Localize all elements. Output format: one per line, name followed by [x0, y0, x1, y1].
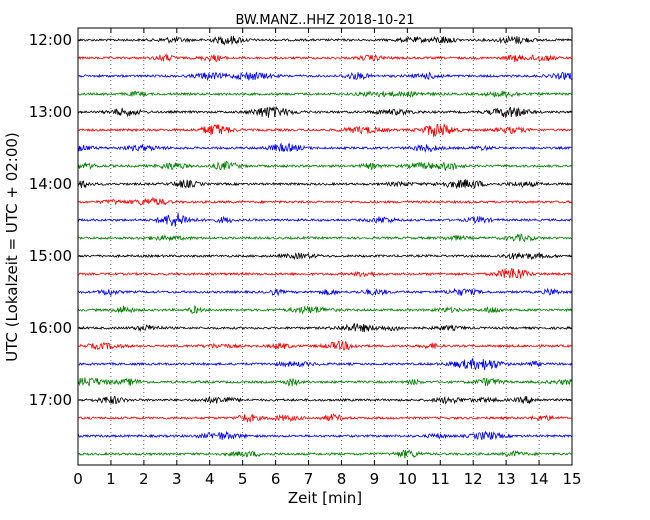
x-axis-label: Zeit [min]: [288, 489, 362, 507]
x-tick-label: 3: [172, 470, 182, 488]
trace-1515: [77, 267, 572, 279]
trace-1545: [77, 304, 572, 315]
trace-1715: [77, 413, 572, 423]
x-axis: 0 1 2 3 4 5 6 7 8 9 10 11 12 13 14 15: [73, 28, 582, 488]
trace-1445: [77, 233, 572, 243]
x-tick-label: 0: [73, 470, 83, 488]
x-tick-label: 4: [205, 470, 215, 488]
plot-frame: [77, 27, 573, 466]
x-tick-label: 10: [398, 470, 417, 488]
trace-1200: [77, 34, 572, 46]
x-tick-label: 9: [370, 470, 380, 488]
y-tick-label: 15:00: [29, 247, 72, 265]
trace-1630: [77, 357, 572, 371]
y-tick-label: 16:00: [29, 319, 72, 337]
x-tick-label: 11: [431, 470, 450, 488]
x-tick-label: 8: [337, 470, 347, 488]
trace-1215: [77, 53, 572, 63]
x-tick-label: 7: [304, 470, 314, 488]
x-tick-label: 15: [562, 470, 581, 488]
trace-1600: [77, 323, 572, 333]
x-tick-label: 5: [238, 470, 248, 488]
trace-1730: [77, 430, 572, 441]
y-axis: 12:00 13:00 14:00 15:00 16:00 17:00: [29, 31, 572, 409]
trace-1345: [77, 160, 572, 172]
x-tick-label: 1: [106, 470, 116, 488]
y-tick-label: 14:00: [29, 175, 72, 193]
trace-1700: [77, 396, 572, 405]
x-tick-label: 6: [271, 470, 281, 488]
chart-title: BW.MANZ..HHZ 2018-10-21: [235, 13, 414, 28]
trace-1300: [77, 106, 572, 119]
x-tick-label: 13: [497, 470, 516, 488]
trace-1615: [77, 340, 572, 351]
traces-layer: [77, 34, 572, 459]
x-tick-label: 14: [530, 470, 549, 488]
y-axis-label: UTC (Lokalzeit = UTC + 02:00): [3, 132, 21, 362]
trace-1330: [77, 142, 572, 153]
y-tick-label: 13:00: [29, 103, 72, 121]
trace-1400: [77, 179, 572, 190]
x-tick-label: 2: [139, 470, 149, 488]
trace-1245: [77, 90, 572, 99]
trace-1315: [77, 123, 572, 137]
y-tick-label: 17:00: [29, 391, 72, 409]
trace-1415: [77, 196, 572, 206]
trace-1645: [77, 377, 572, 387]
trace-1500: [77, 252, 572, 261]
trace-1745: [77, 449, 572, 459]
trace-1230: [77, 71, 572, 82]
x-tick-label: 12: [464, 470, 483, 488]
trace-1430: [77, 212, 572, 227]
grid-layer: [110, 28, 540, 465]
y-tick-label: 12:00: [29, 31, 72, 49]
trace-1530: [77, 287, 572, 297]
